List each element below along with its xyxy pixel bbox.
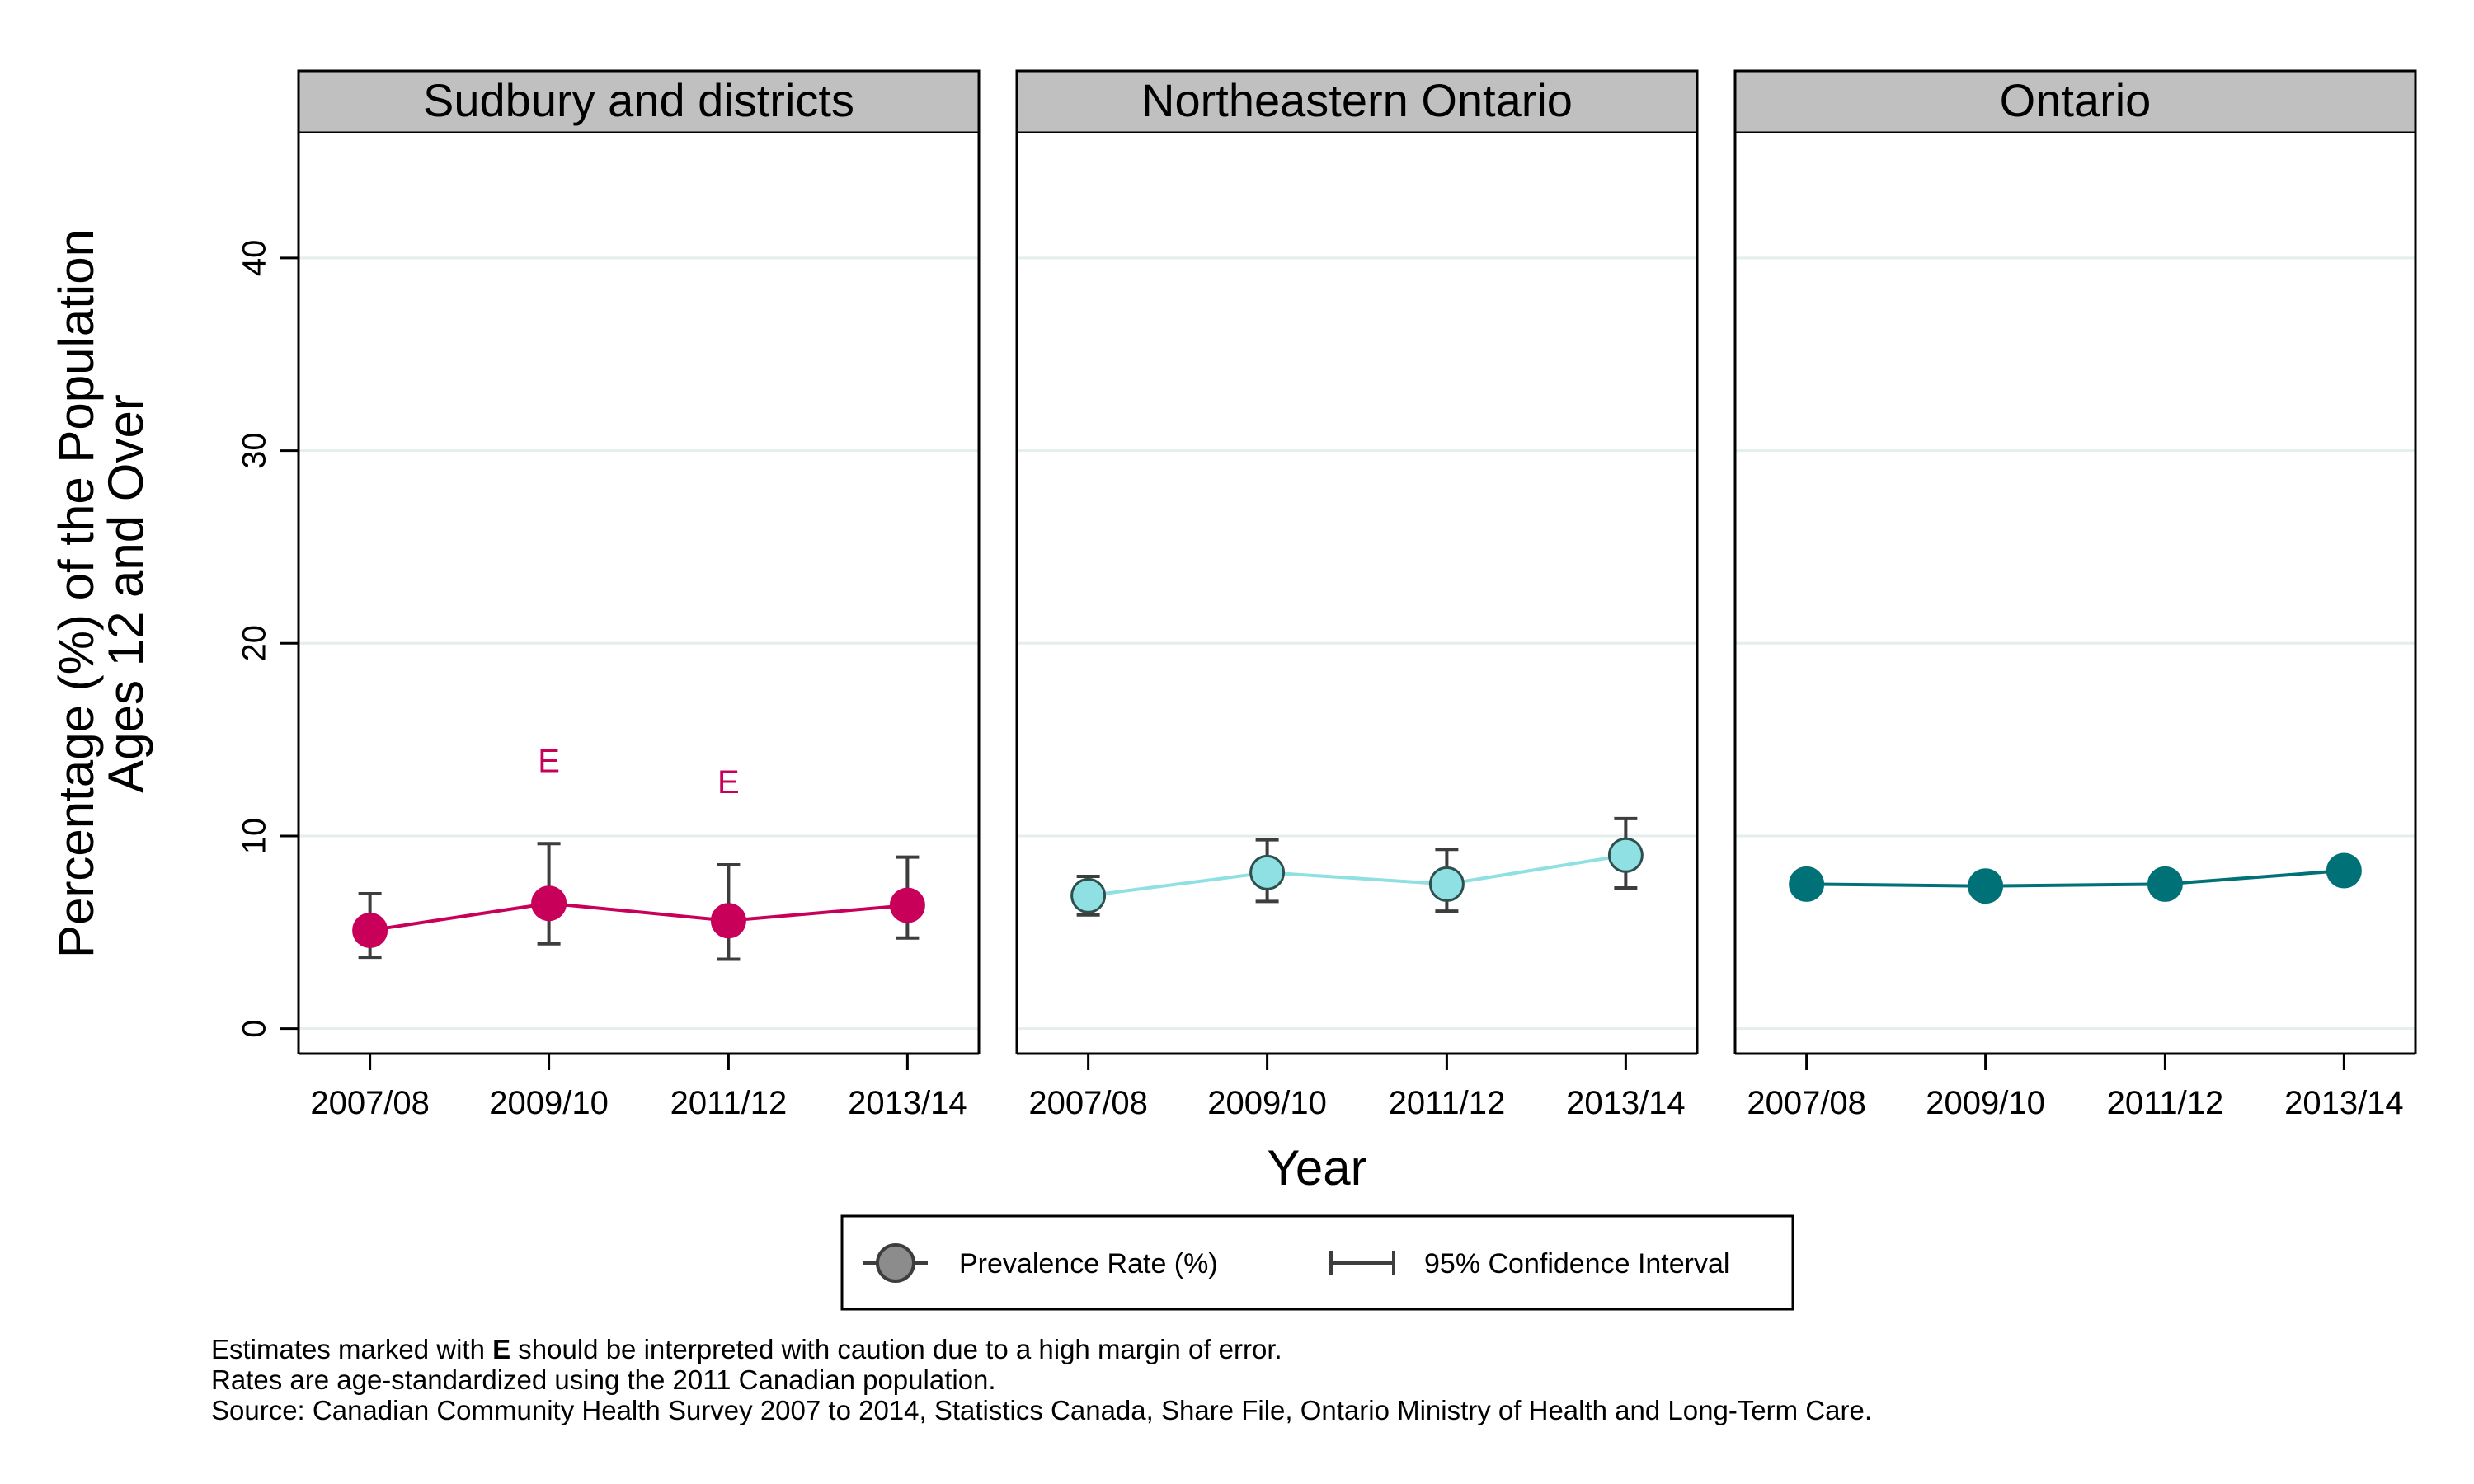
estimate-flag: E (717, 764, 740, 801)
x-tick-label: 2007/08 (1747, 1085, 1866, 1121)
legend-label-ci: 95% Confidence Interval (1424, 1248, 1729, 1280)
data-point (889, 887, 925, 923)
panel-strip (297, 69, 981, 134)
x-tick-label: 2013/14 (2284, 1085, 2404, 1121)
x-axis-title: Year (1267, 1140, 1366, 1195)
footnote-standardization: Rates are age-standardized using the 201… (211, 1364, 996, 1395)
legend-box (840, 1214, 1794, 1311)
data-point (352, 912, 388, 948)
x-tick-label: 2007/08 (310, 1085, 430, 1121)
x-tick-label: 2011/12 (670, 1085, 788, 1121)
data-point (710, 903, 746, 939)
legend: Prevalence Rate (%) 95% Confidence Interv… (840, 1214, 1794, 1311)
x-tick-label: 2009/10 (1926, 1085, 2045, 1121)
series-line (1088, 853, 1626, 898)
y-tick-label: 20 (237, 625, 273, 662)
panel-3: Ontario 2007/08 2009/10 2011/12 2013/14 (1733, 69, 2417, 1121)
plot-area (1017, 133, 1697, 1054)
y-tick-label: 10 (237, 818, 273, 855)
series-line (1806, 869, 2345, 888)
data-point (1249, 854, 1286, 890)
y-tick-label: 40 (237, 240, 273, 277)
y-axis-title-line1: Percentage (%) of the Population (49, 229, 104, 958)
x-tick-label: 2007/08 (1028, 1085, 1148, 1121)
panel-strip (1733, 69, 2417, 134)
panel-title: Northeastern Ontario (1141, 74, 1573, 126)
x-tick-label: 2009/10 (489, 1085, 609, 1121)
x-tick-label: 2013/14 (1566, 1085, 1686, 1121)
footnote-caution: Estimates marked with E should be interp… (211, 1334, 1282, 1364)
plot-area (299, 133, 979, 1054)
legend-marker-circle (876, 1243, 915, 1283)
y-tick-label: 0 (237, 1019, 273, 1037)
estimate-flag: E (538, 743, 560, 779)
x-tick-label: 2011/12 (1389, 1085, 1506, 1121)
footnote-source: Source: Canadian Community Health Survey… (211, 1395, 1872, 1425)
data-point (531, 885, 567, 922)
data-point (2147, 866, 2183, 902)
y-axis-title-line2: Ages 12 and Over (98, 394, 153, 793)
data-point (1070, 877, 1107, 913)
data-point (2326, 852, 2362, 889)
data-point (1607, 837, 1644, 873)
data-point (1789, 866, 1825, 902)
x-tick-label: 2009/10 (1207, 1085, 1327, 1121)
footnotes: Estimates marked with E should be interp… (211, 1334, 1872, 1425)
x-tick-label: 2011/12 (2107, 1085, 2224, 1121)
panel-strip (1015, 69, 1699, 134)
data-point (1968, 868, 2004, 904)
panel-title: Ontario (2000, 74, 2152, 126)
y-tick-label: 30 (237, 432, 273, 469)
panel-1: Sudbury and districts 2007/08 2009/10 2011/… (297, 69, 981, 1121)
panel-2: Northeastern Ontario 2007/08 2009/10 2011/1… (1015, 69, 1699, 1121)
legend-label-prevalence: Prevalence Rate (%) (959, 1248, 1218, 1280)
plot-area (1735, 133, 2415, 1054)
series-line (369, 901, 908, 932)
panel-title: Sudbury and districts (423, 74, 854, 126)
x-tick-label: 2013/14 (848, 1085, 967, 1121)
data-point (1428, 866, 1465, 902)
